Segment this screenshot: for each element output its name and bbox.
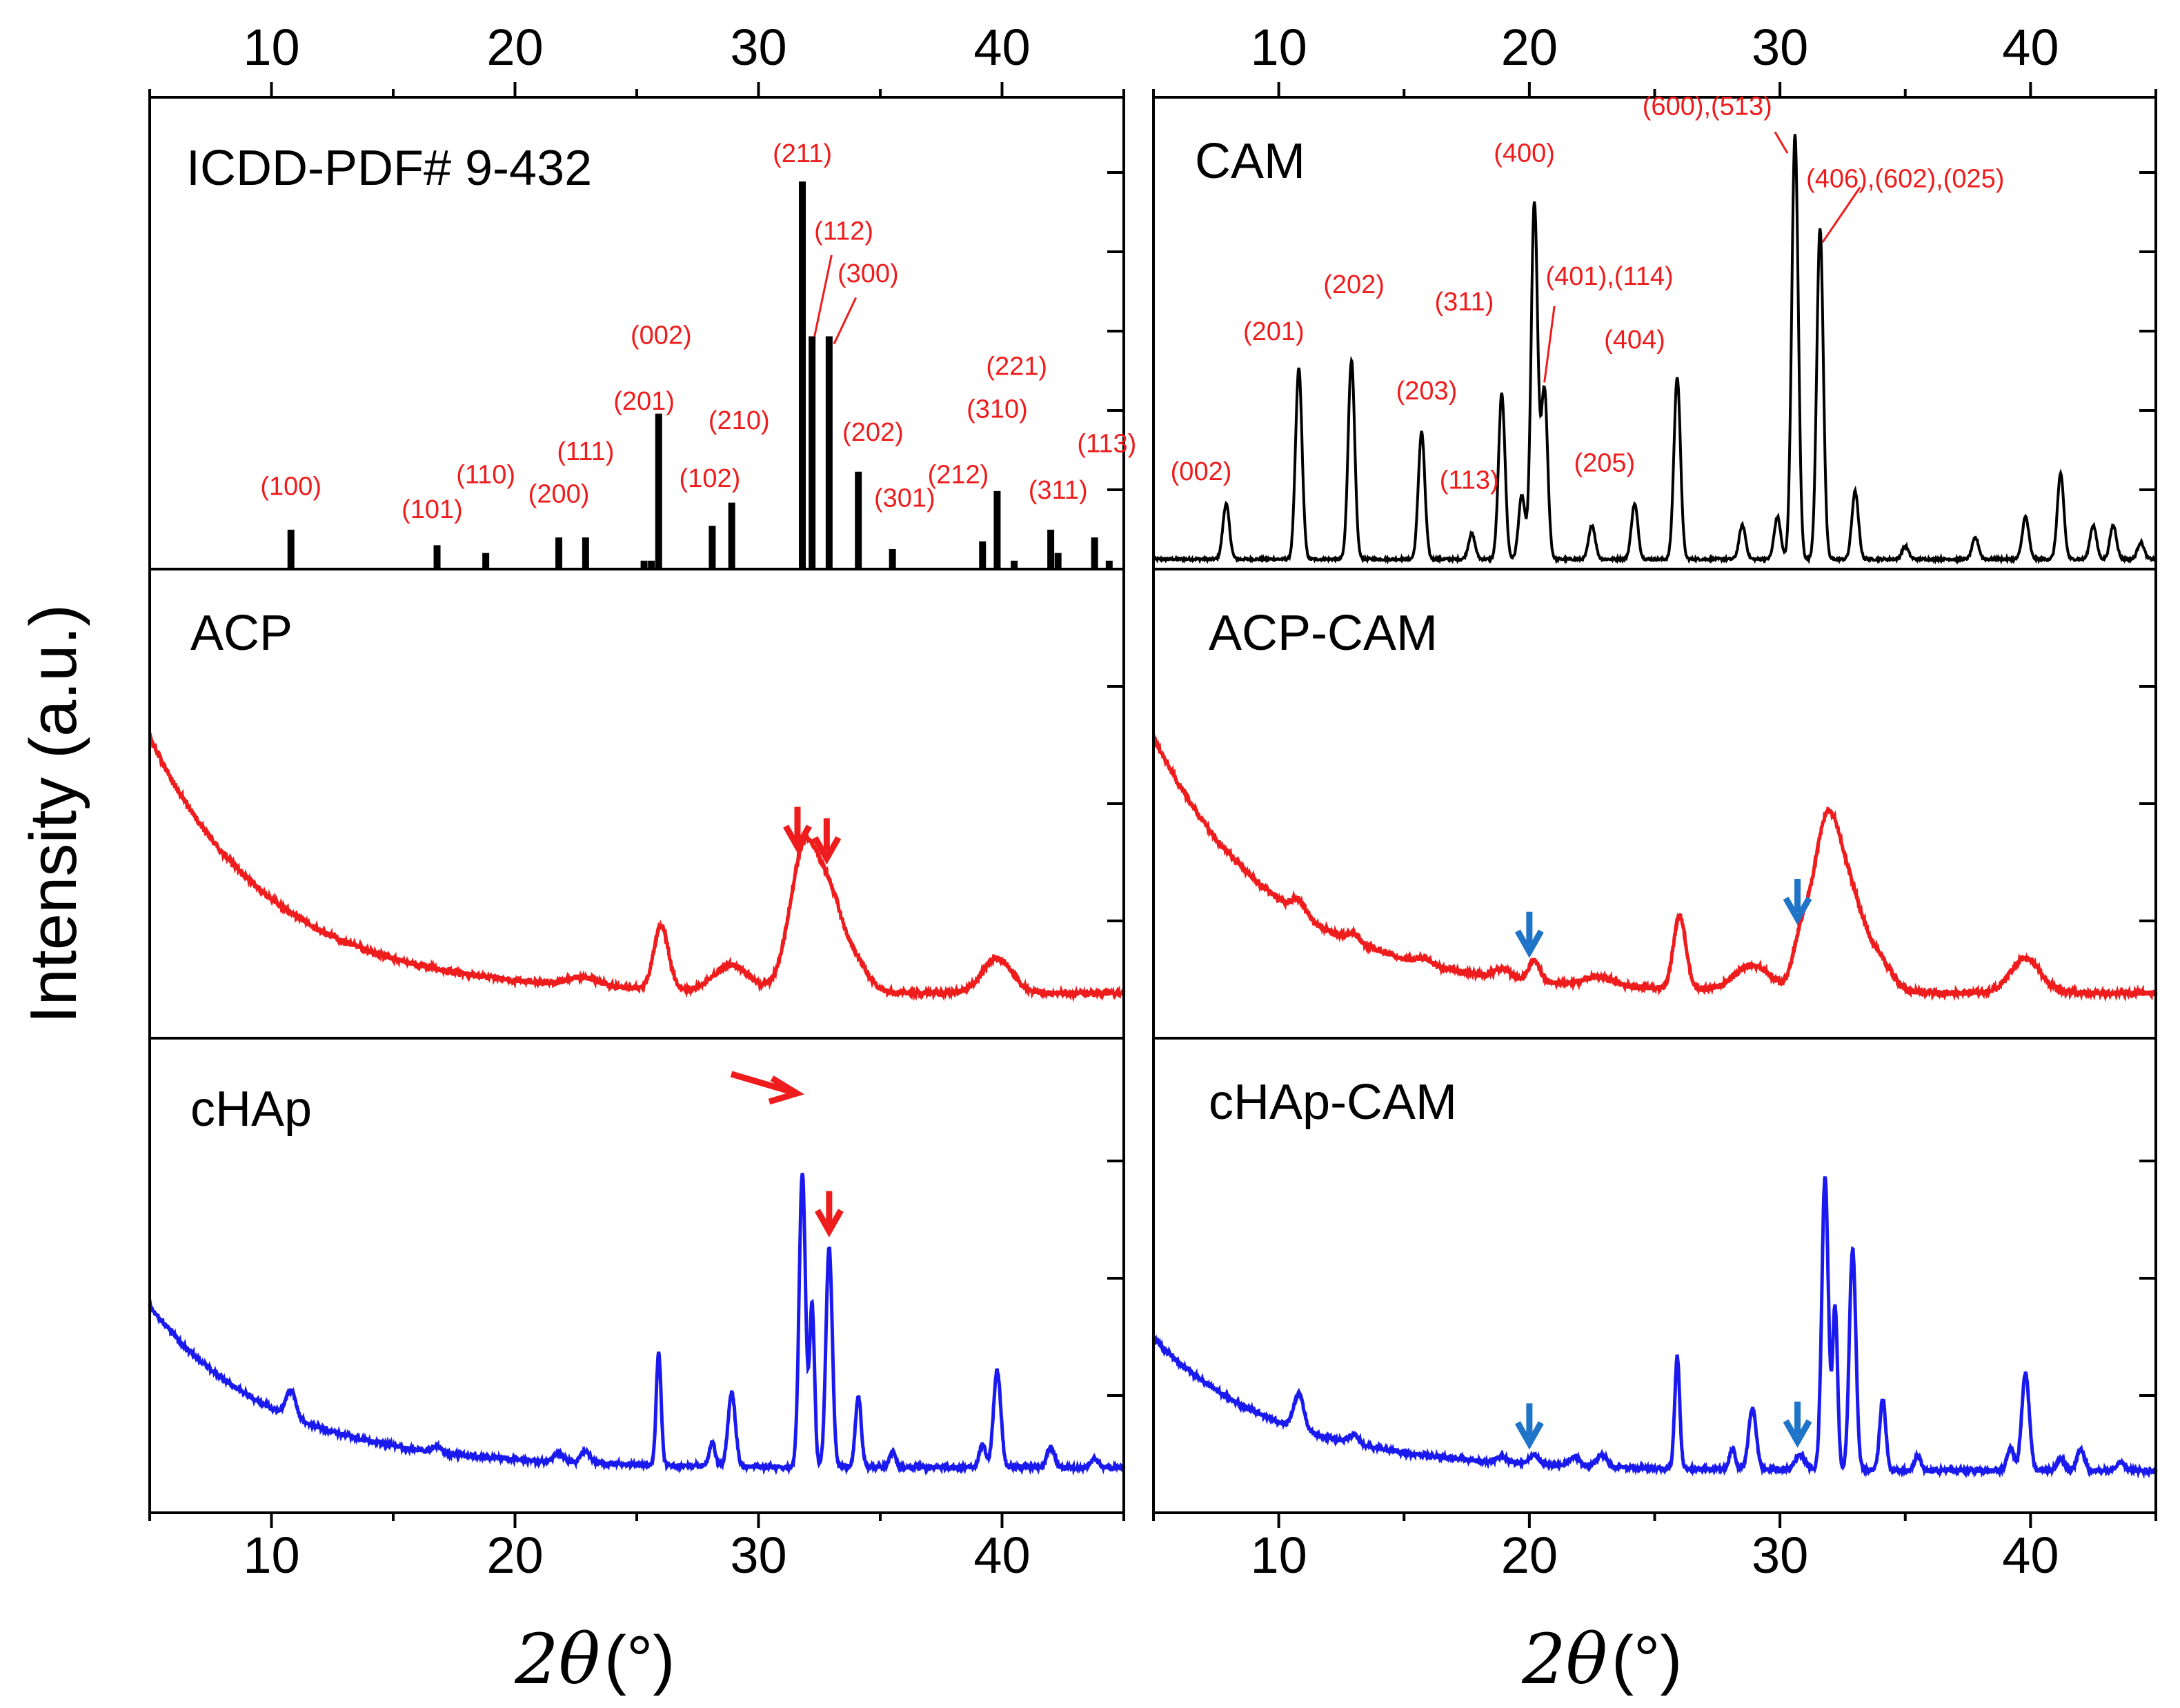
peak-arrow [1783,879,1812,926]
cHAp-CAM-series-line [1151,1176,2158,1480]
hkl-label: (205) [1574,449,1635,478]
hkl-label: (400) [1494,139,1555,168]
cam-label: CAM [1195,134,1305,189]
hkl-label: (311) [1029,476,1088,505]
arrow-head [768,1075,804,1105]
peak-arrow [814,1191,844,1238]
arrow-head [1783,896,1812,926]
arrow-head [1783,1419,1812,1448]
reference-sticks [287,181,1113,568]
arrow-shaft [730,1071,791,1095]
x-tick-label-top: 10 [243,19,299,76]
cHAp-CAM-label: cHAp-CAM [1209,1075,1457,1130]
hkl-label: (002) [631,321,692,350]
peak-arrow [1514,1403,1544,1450]
hkl-label: (112) [814,217,873,246]
hkl-label: (113) [1077,430,1136,459]
hkl-label: (203) [1396,377,1458,406]
arrow-head [1514,1421,1544,1450]
ACP-CAM-label: ACP-CAM [1209,606,1438,661]
hkl-label: (111) [557,437,614,466]
x-tick-label-bottom: 30 [1752,1527,1808,1584]
hkl-label: (101) [402,495,463,524]
hkl-label: (211) [773,139,832,168]
left-panel-2-frame [148,568,1125,1040]
x-tick-label-top: 30 [730,19,786,76]
hkl-label: (002) [1171,457,1232,486]
x-tick-label-bottom: 40 [2002,1527,2059,1584]
hkl-label: (600),(513) [1643,92,1772,121]
hkl-label: (201) [1243,317,1305,346]
hkl-leader [1774,131,1789,154]
arrow-head [783,824,812,853]
peak-arrow [1783,1401,1812,1448]
y-axis-label: Intensity (a.u.) [17,604,90,1024]
x-tick-label-top: 10 [1250,19,1307,76]
x-axis-symbol: 2θ [1521,1619,1607,1700]
right-panel-3 [1152,1037,2157,1528]
hkl-label: (212) [928,461,989,490]
peak-arrow [1514,911,1544,958]
x-axis-label-left: 2θ (°) [514,1619,675,1700]
hkl-leader [813,255,833,337]
x-axis-symbol: 2θ [514,1619,600,1700]
hkl-label: (201) [613,387,675,416]
x-tick-label-top: 20 [1501,19,1558,76]
x-tick-label-bottom: 10 [243,1527,299,1584]
hkl-label: (202) [1323,270,1385,299]
peak-arrow-slanted [730,1071,804,1105]
cHAp-label: cHAp [190,1082,312,1137]
hkl-label: (113) [1440,466,1499,495]
hkl-leader [1543,306,1556,383]
hkl-label: (311) [1434,288,1494,317]
x-tick-label-top: 40 [2002,19,2059,76]
hkl-label: (404) [1604,326,1665,355]
arrow-head [814,1209,844,1238]
peak-arrow [812,818,842,865]
x-axis-unit: (°) [604,1622,675,1696]
left-panel-2 [148,568,1125,1040]
hkl-label: (401),(114) [1546,262,1674,291]
hkl-label: (300) [838,259,899,288]
cam-series-line [1152,134,2157,566]
reference-label: ICDD-PDF# 9-432 [186,141,592,196]
ACP-series-line [148,732,1126,1003]
hkl-leader [833,297,858,345]
x-tick-label-top: 40 [973,19,1030,76]
hkl-label: (202) [842,418,904,447]
hkl-label: (310) [967,395,1028,424]
arrow-head [812,836,842,865]
left-panel-3 [148,1037,1125,1528]
hkl-label: (102) [680,464,741,493]
x-axis-unit: (°) [1612,1622,1682,1696]
hkl-label: (210) [708,406,770,435]
x-tick-label-bottom: 10 [1250,1527,1307,1584]
hkl-label: (406),(602),(025) [1806,164,2004,193]
hkl-label: (110) [456,461,515,490]
x-tick-label-bottom: 20 [486,1527,543,1584]
x-tick-label-bottom: 20 [1501,1527,1558,1584]
x-tick-label-bottom: 30 [730,1527,786,1584]
x-tick-label-top: 20 [486,19,543,76]
x-tick-label-bottom: 40 [973,1527,1030,1584]
hkl-leader [1821,186,1861,244]
ACP-label: ACP [190,606,293,661]
ACP-CAM-series-line [1152,733,2158,1002]
cHAp-series-line [148,1173,1126,1476]
x-tick-label-top: 30 [1752,19,1808,76]
hkl-label: (221) [986,352,1047,381]
hkl-label: (200) [528,480,590,509]
peak-arrow [783,806,812,853]
hkl-label: (100) [260,472,321,501]
x-axis-label-right: 2θ (°) [1521,1619,1682,1700]
arrow-head [1514,929,1544,958]
hkl-label: (301) [874,484,935,513]
